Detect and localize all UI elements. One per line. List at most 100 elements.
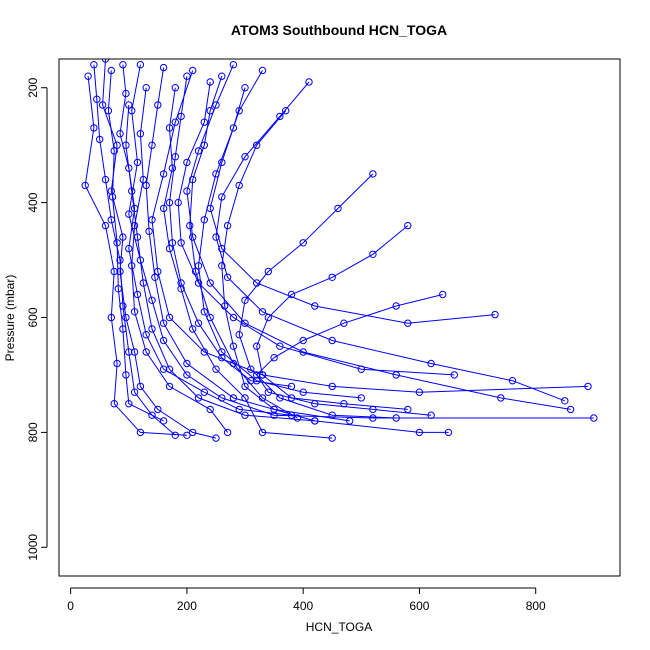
series-line <box>189 76 298 419</box>
x-tick-label: 400 <box>293 599 313 613</box>
series-12 <box>159 84 336 442</box>
series-line <box>128 64 594 419</box>
data-point <box>241 296 249 304</box>
data-point <box>287 290 296 299</box>
data-point <box>276 112 284 121</box>
series-line <box>177 81 455 376</box>
data-point <box>107 66 116 75</box>
data-point <box>165 124 174 132</box>
series-8 <box>174 78 458 379</box>
data-point <box>183 431 191 439</box>
data-point <box>101 175 110 184</box>
data-point <box>165 244 174 253</box>
data-point <box>159 336 168 345</box>
data-point <box>439 290 447 299</box>
chart-title: ATOM3 Southbound HCN_TOGA <box>231 22 447 38</box>
data-point <box>159 204 168 213</box>
data-point <box>270 354 278 362</box>
data-point <box>110 147 118 155</box>
data-point <box>194 147 203 155</box>
data-point <box>139 279 148 287</box>
data-point <box>299 388 307 396</box>
series-line <box>131 87 228 433</box>
data-point <box>212 434 220 442</box>
data-point <box>334 204 342 213</box>
data-point <box>235 181 243 190</box>
series-line <box>256 225 409 410</box>
data-point <box>81 181 89 190</box>
series-line <box>221 110 350 422</box>
data-point <box>415 428 424 437</box>
data-point <box>369 414 377 422</box>
data-point <box>223 221 232 230</box>
data-point <box>223 428 232 437</box>
data-point <box>415 388 424 396</box>
data-point <box>136 60 145 69</box>
series-line <box>186 64 571 410</box>
data-point <box>183 72 191 80</box>
data-point <box>392 414 400 422</box>
data-point <box>229 124 238 132</box>
data-point <box>119 60 127 69</box>
data-point <box>328 336 336 345</box>
data-point <box>427 359 435 368</box>
data-point <box>491 310 499 319</box>
data-point <box>183 158 191 167</box>
data-point <box>221 302 229 310</box>
data-point <box>125 400 133 408</box>
data-point <box>142 348 150 356</box>
data-point <box>287 382 296 391</box>
data-point <box>194 319 203 327</box>
data-point <box>218 193 226 201</box>
data-point <box>183 359 191 368</box>
data-point <box>404 319 412 327</box>
data-point <box>116 267 124 276</box>
y-tick-label: 600 <box>26 307 40 327</box>
data-point <box>189 233 197 241</box>
series-15 <box>194 84 365 402</box>
plot-frame <box>58 58 621 577</box>
data-point <box>113 141 121 149</box>
series-line <box>107 70 164 422</box>
data-point <box>450 371 458 379</box>
data-point <box>130 308 139 316</box>
data-point <box>200 141 209 149</box>
data-point <box>223 273 232 281</box>
data-point <box>177 239 185 247</box>
data-point <box>241 411 249 419</box>
data-point <box>270 411 278 419</box>
data-point <box>133 158 142 167</box>
y-axis-label: Pressure (mbar) <box>3 275 17 362</box>
series-7 <box>142 63 453 437</box>
plot-area <box>81 59 598 442</box>
data-point <box>171 153 180 161</box>
data-point <box>177 112 185 121</box>
data-point <box>122 141 130 149</box>
data-point <box>392 302 400 310</box>
data-point <box>229 342 238 350</box>
data-point <box>108 193 117 201</box>
data-point <box>258 428 267 437</box>
data-point <box>282 107 290 115</box>
series-17 <box>253 290 447 419</box>
data-point <box>299 239 307 247</box>
data-point <box>369 250 377 259</box>
data-point <box>229 313 238 322</box>
data-point <box>497 394 505 402</box>
series-20 <box>90 60 180 439</box>
data-point <box>206 279 214 287</box>
data-point <box>174 198 182 207</box>
series-14 <box>253 221 412 414</box>
series-21 <box>186 72 302 422</box>
data-point <box>145 227 153 236</box>
data-point <box>107 216 116 224</box>
data-point <box>90 124 98 132</box>
data-point <box>130 221 139 230</box>
data-point <box>346 417 354 425</box>
data-point <box>165 313 174 322</box>
data-point <box>183 187 191 195</box>
data-point <box>218 244 226 253</box>
data-point <box>148 141 156 149</box>
data-point <box>253 342 261 350</box>
data-point <box>84 72 92 80</box>
